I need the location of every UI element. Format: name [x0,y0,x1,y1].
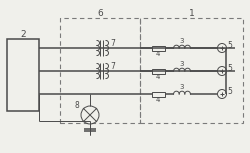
Text: 6: 6 [97,9,103,17]
Bar [60,18,140,123]
Text: 7: 7 [110,62,116,71]
Text: 4: 4 [156,97,160,103]
Bar [152,91,164,97]
Text: 7: 7 [110,39,116,47]
Text: 3: 3 [180,84,184,90]
Bar [7,39,39,111]
Text: 3: 3 [180,61,184,67]
Text: 5: 5 [228,86,232,95]
Text: 3: 3 [180,38,184,44]
Bar [152,45,164,50]
Text: 5: 5 [228,63,232,73]
Text: 5: 5 [228,41,232,50]
Bar [140,18,243,123]
Text: 2: 2 [20,30,26,39]
Text: 4: 4 [156,51,160,57]
Text: 4: 4 [156,74,160,80]
Text: 1: 1 [189,9,194,17]
Text: 8: 8 [75,101,80,110]
Bar [152,69,164,73]
